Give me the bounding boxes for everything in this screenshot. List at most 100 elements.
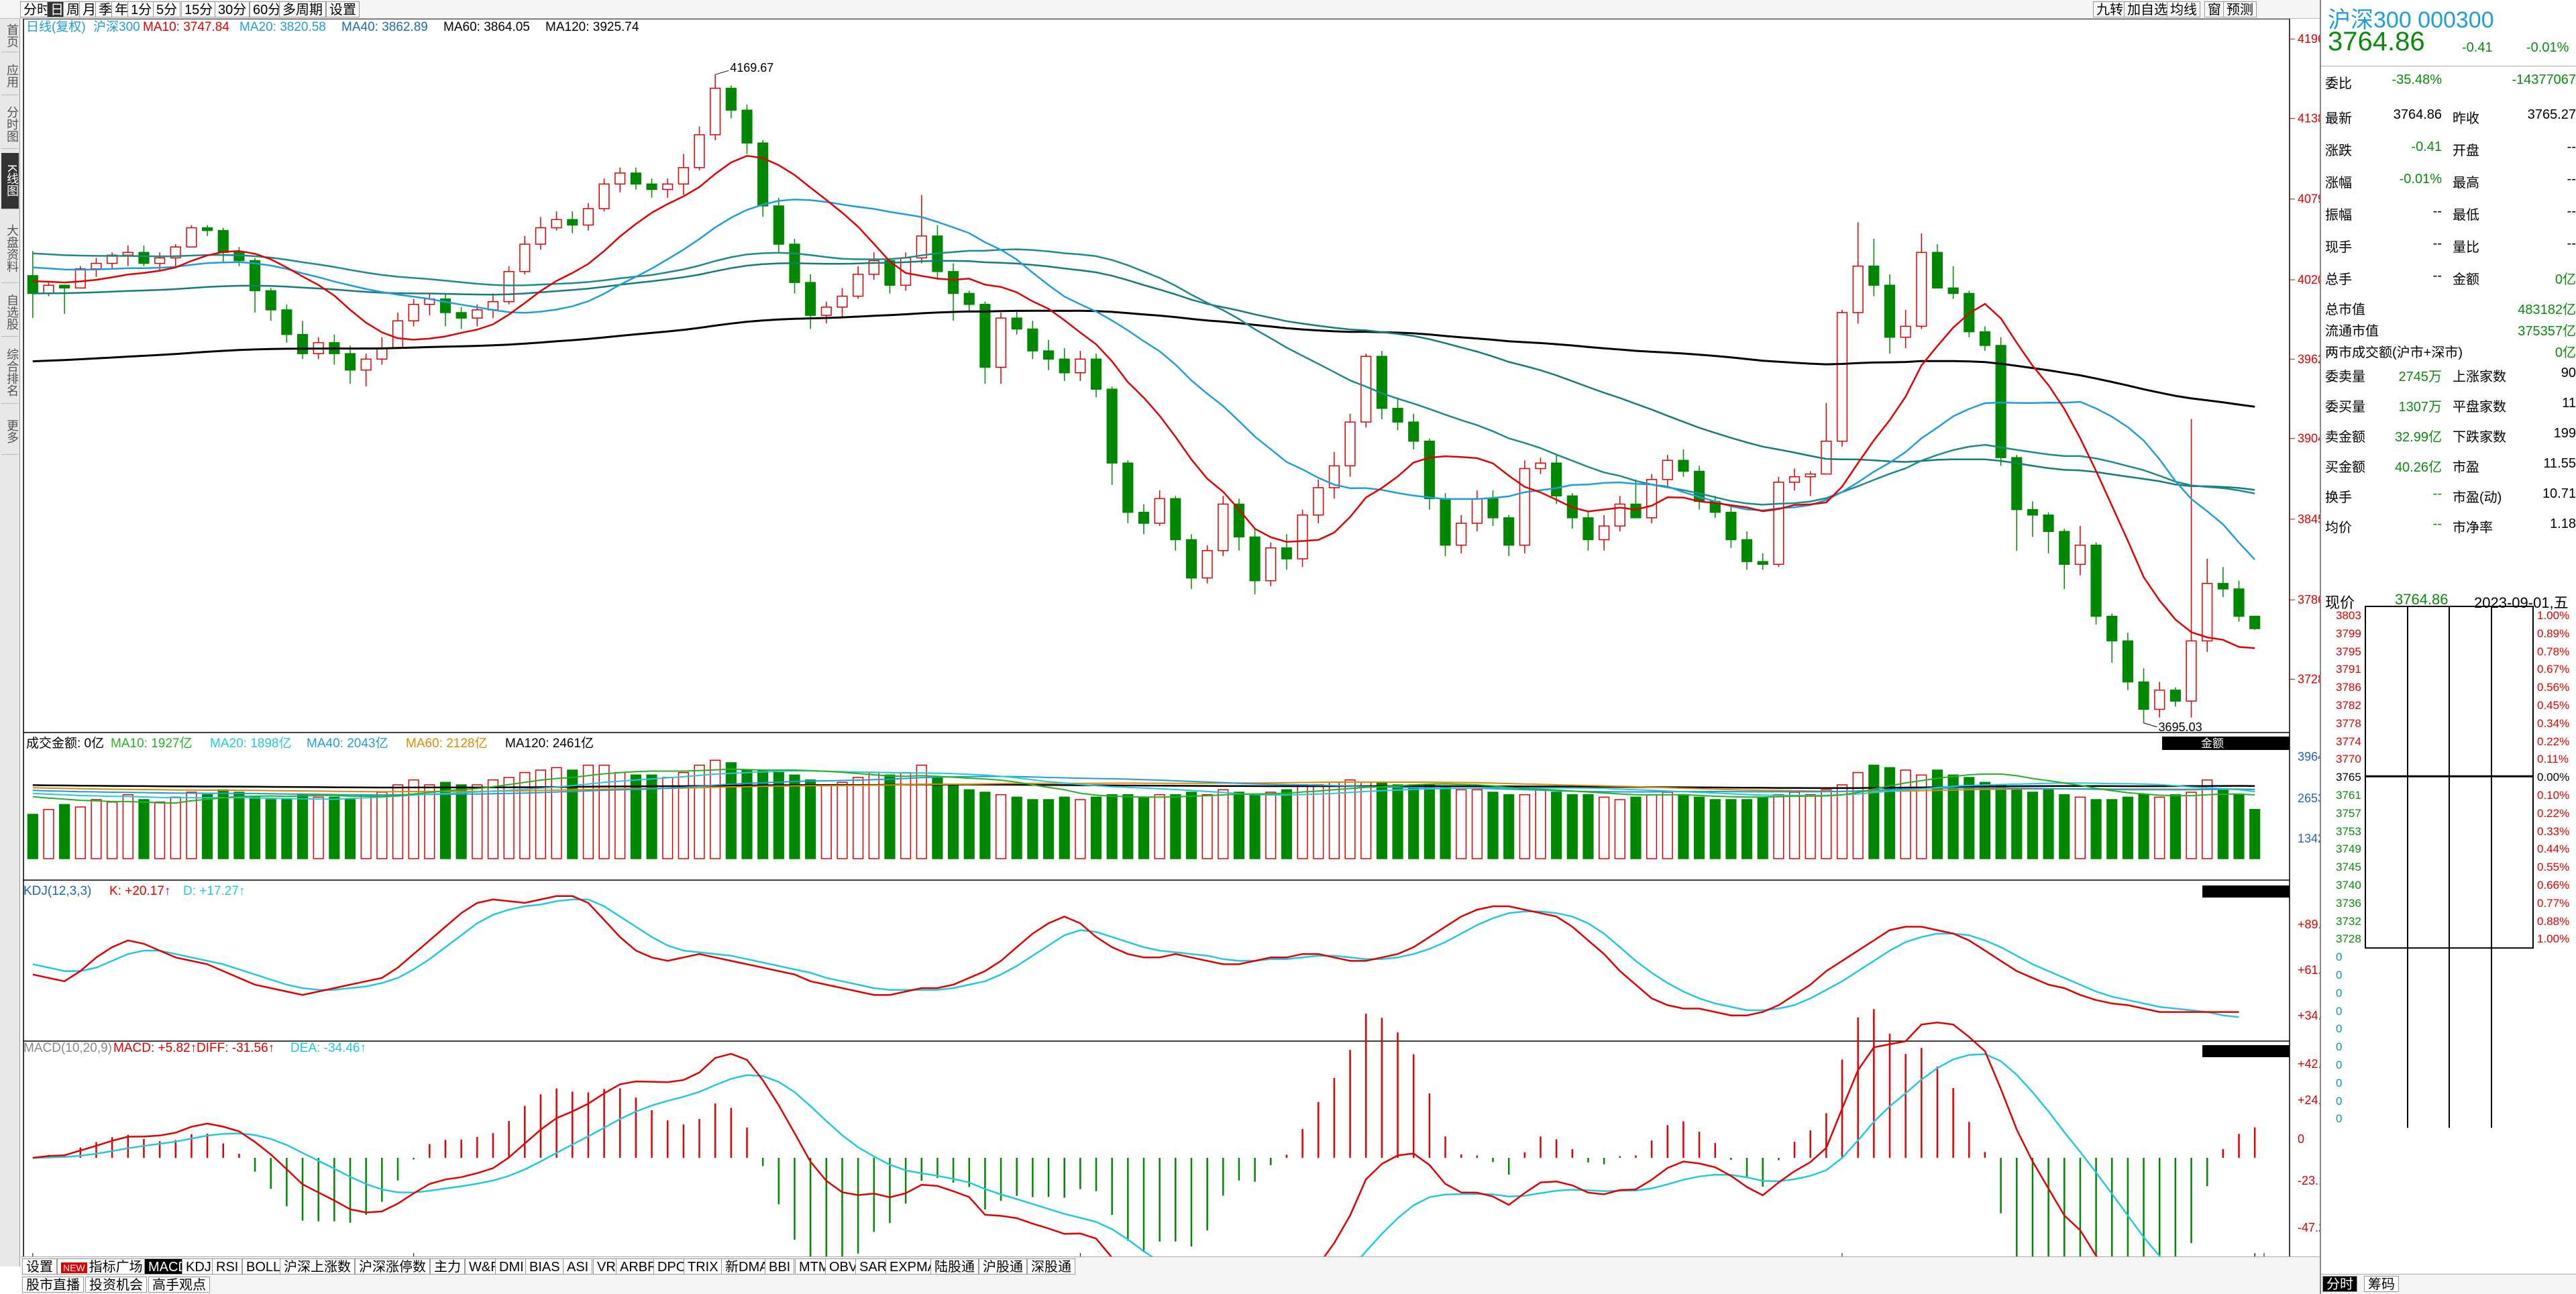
indicator-tab-0[interactable]: 设置 [22, 1258, 57, 1275]
volume-bar [995, 794, 1007, 859]
candle-body [1360, 356, 1372, 423]
volume-bar [1535, 789, 1546, 859]
nav-home[interactable]: 首页 [1, 19, 19, 52]
vol-legend-ma10: MA10: 1927亿 [111, 736, 192, 751]
quote-value2: -- [2567, 236, 2576, 251]
new-badge: NEW [61, 1262, 87, 1273]
indicator-tab-13[interactable]: VR [593, 1258, 620, 1275]
quote-label2: 市净率 [2453, 521, 2493, 535]
indicator-tab-3[interactable]: KDJ [182, 1258, 215, 1275]
candle-body [1630, 503, 1642, 519]
period-15min-button[interactable]: 15分 [181, 1, 217, 17]
volume-bar [2217, 789, 2229, 859]
news-tab-0[interactable]: 股市直播 [22, 1277, 84, 1293]
indicator-tab-17[interactable]: 新DMA [721, 1258, 773, 1275]
volume-bar [535, 769, 547, 859]
period-settings-button[interactable]: 设置 [326, 1, 360, 17]
indicator-tab-7[interactable]: 沪深涨停数 [355, 1258, 430, 1275]
ma-lines-button[interactable]: 均线 [2167, 1, 2200, 17]
volume-bar [1821, 789, 1832, 859]
indicator-tab-6[interactable]: 沪深上涨数 [280, 1258, 355, 1275]
candle-body [1440, 498, 1451, 546]
candle-body [1788, 476, 1801, 483]
indicator-tab-16[interactable]: TRIX [684, 1258, 722, 1275]
candle-body [598, 183, 610, 209]
quote-label2: 开盘 [2453, 144, 2479, 158]
indicator-tab-5[interactable]: BOLL [242, 1258, 285, 1275]
candle-body [344, 353, 356, 371]
volume-bar [789, 774, 800, 859]
candle-body [1599, 525, 1610, 541]
indicator-tab-12[interactable]: ASI [563, 1258, 593, 1275]
vol-legend-ma40: MA40: 2043亿 [307, 736, 388, 751]
candle-body [2202, 583, 2213, 642]
volume-bar [1170, 794, 1181, 859]
nav-apps[interactable]: 应用 [1, 56, 19, 95]
indicator-tab-8[interactable]: 主力 [430, 1258, 465, 1275]
add-watch-button[interactable]: 加自选 [2124, 1, 2171, 17]
news-tab-2[interactable]: 高手观点 [148, 1277, 210, 1293]
period-60min-button[interactable]: 60分 [250, 1, 285, 17]
jiuzhuan-button[interactable]: 九转 [2093, 1, 2127, 17]
legend-ma60: MA60: 3864.05 [443, 20, 530, 34]
volume-bar [1408, 784, 1419, 859]
ladder-grid [2365, 606, 2534, 1128]
candle-body [297, 333, 309, 354]
nav-kline-chart[interactable]: K线图 [1, 153, 19, 209]
volume-bar [297, 794, 309, 859]
quote-change: -0.41 [2462, 40, 2493, 55]
period-multi-period-button[interactable]: 多周期 [279, 1, 326, 17]
indicator-tab-10[interactable]: DMI [495, 1258, 528, 1275]
price-tick-label: 3904 [2298, 432, 2320, 445]
news-tab-1[interactable]: 投资机会 [85, 1277, 147, 1293]
tab-chouma[interactable]: 筹码 [2364, 1276, 2399, 1292]
candle-body [551, 219, 562, 229]
volume-bar [725, 762, 737, 859]
nav-fenshi-chart[interactable]: 分时图 [1, 99, 19, 149]
candle-body [1297, 515, 1308, 559]
candle-body [1138, 511, 1150, 524]
ladder-pct: 0.55% [2537, 861, 2570, 874]
indicator-tab-21[interactable]: SAR [855, 1258, 892, 1275]
volume-bar [1059, 796, 1070, 859]
indicator-tab-1[interactable]: NEW 指标广场 [57, 1258, 147, 1275]
volume-bar [1376, 781, 1387, 859]
candle-body [1646, 479, 1658, 519]
news-bar: 股市直播 投资机会 高手观点 [21, 1275, 2320, 1294]
period-1min-button[interactable]: 1分 [127, 1, 156, 17]
indicator-tab-25[interactable]: 深股通 [1027, 1258, 1075, 1275]
kdj-tick-label: +89.51 [2298, 918, 2320, 931]
nav-ranking[interactable]: 综合排名 [1, 341, 19, 404]
indicator-tab-24[interactable]: 沪股通 [979, 1258, 1027, 1275]
candle-body [1106, 388, 1118, 464]
nav-more[interactable]: 更多 [1, 408, 19, 455]
volume-bar [1884, 767, 1896, 859]
kdj-legend-d: D: +17.27↑ [183, 884, 245, 898]
indicator-tab-11[interactable]: BIAS [525, 1258, 564, 1275]
macd-tick-label: -47.20 [2298, 1221, 2320, 1234]
period-5min-button[interactable]: 5分 [153, 1, 181, 17]
forecast-button[interactable]: 预测 [2223, 1, 2257, 17]
ma10-line [32, 155, 2255, 649]
ladder-pct: 0.22% [2537, 806, 2570, 820]
kdj-legend-k: K: +20.17↑ [109, 884, 170, 898]
volume-bar [217, 789, 229, 859]
quote-label2: 市盈 [2453, 460, 2479, 475]
tab-fenshi[interactable]: 分时 [2322, 1276, 2357, 1292]
nav-market-info[interactable]: 大盘资料 [1, 213, 19, 283]
ladder-pct: 0.77% [2537, 896, 2570, 910]
kdj-param-button [2202, 885, 2290, 898]
period-30min-button[interactable]: 30分 [215, 1, 250, 17]
volume-bar [2138, 794, 2149, 859]
ladder-pct: 0.66% [2537, 879, 2570, 892]
nav-watchlist[interactable]: 自选股 [1, 287, 19, 337]
ladder-price: 0 [2336, 969, 2343, 981]
indicator-tab-23[interactable]: 陆股通 [930, 1258, 979, 1275]
indicator-tab-18[interactable]: BBI [765, 1258, 795, 1275]
indicator-tab-4[interactable]: RSI [212, 1258, 243, 1275]
indicator-tab-label: 指标广场 [89, 1260, 143, 1275]
window-button[interactable]: 窗 [2204, 1, 2224, 17]
ma60-line [32, 260, 2255, 491]
